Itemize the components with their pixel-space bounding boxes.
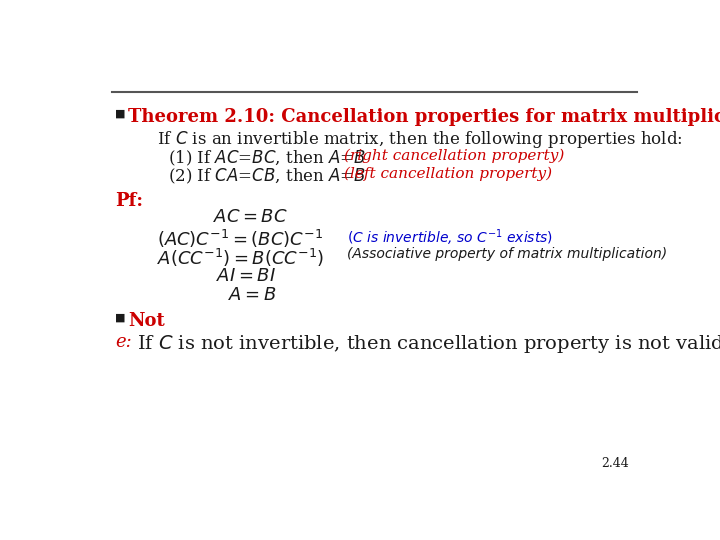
Text: Pf:: Pf: <box>115 192 143 210</box>
Text: e:: e: <box>115 333 132 351</box>
Text: ■: ■ <box>115 312 125 322</box>
Text: If $C$ is not invertible, then cancellation property is not valid: If $C$ is not invertible, then cancellat… <box>138 333 720 355</box>
Text: If $C$ is an invertible matrix, then the following properties hold:: If $C$ is an invertible matrix, then the… <box>157 129 683 150</box>
Text: Theorem 2.10: Cancellation properties for matrix multiplication: Theorem 2.10: Cancellation properties fo… <box>128 109 720 126</box>
Text: $AC = BC$: $AC = BC$ <box>213 208 287 226</box>
Text: $A = B$: $A = B$ <box>228 286 277 305</box>
Text: (left cancellation property): (left cancellation property) <box>344 167 552 181</box>
Text: $AI = BI$: $AI = BI$ <box>215 267 275 285</box>
Text: $A(CC^{-1}) = B(CC^{-1})$: $A(CC^{-1}) = B(CC^{-1})$ <box>157 247 324 269</box>
Text: $(C$ is invertible, so $C^{-1}$ exists$)$: $(C$ is invertible, so $C^{-1}$ exists$)… <box>347 228 553 248</box>
Text: (1) If $AC$=$BC$, then $A$=$B$: (1) If $AC$=$BC$, then $A$=$B$ <box>168 149 366 168</box>
Text: ■: ■ <box>115 109 125 118</box>
Text: (2) If $CA$=$CB$, then $A$=$B$: (2) If $CA$=$CB$, then $A$=$B$ <box>168 167 366 186</box>
Text: (Associative property of matrix multiplication): (Associative property of matrix multipli… <box>347 247 667 261</box>
Text: Not: Not <box>128 312 165 330</box>
Text: 2.44: 2.44 <box>600 457 629 470</box>
Text: $(AC)C^{-1} = (BC)C^{-1}$: $(AC)C^{-1} = (BC)C^{-1}$ <box>157 228 323 250</box>
Text: (right cancellation property): (right cancellation property) <box>344 149 564 163</box>
